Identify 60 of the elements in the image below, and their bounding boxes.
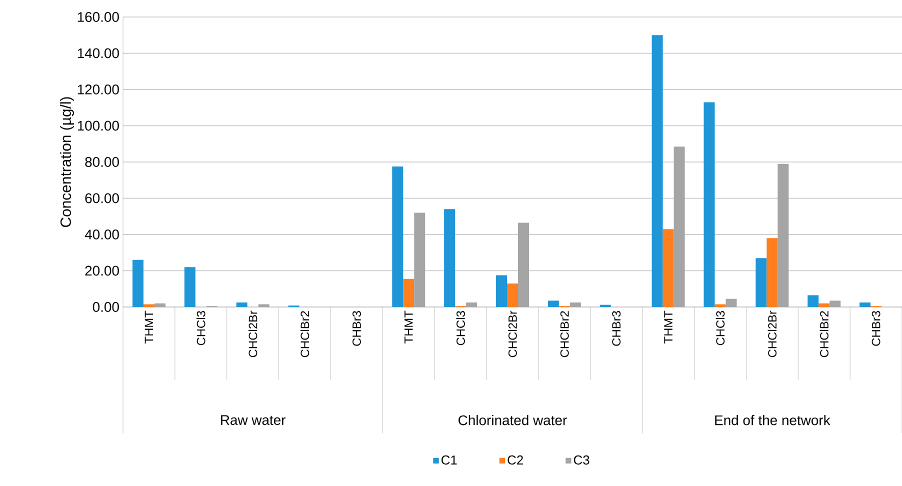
bar bbox=[414, 212, 426, 307]
x-tick-label: CHCl3 bbox=[716, 311, 725, 346]
x-tick-label: CHClBr2 bbox=[820, 311, 828, 358]
y-tick-label: 60.00 bbox=[85, 193, 119, 204]
bar bbox=[236, 302, 248, 307]
x-tick-label: THMT bbox=[144, 310, 154, 344]
y-tick-label: 20.00 bbox=[85, 266, 119, 276]
bar bbox=[184, 267, 196, 307]
bar bbox=[662, 229, 674, 307]
bar bbox=[466, 302, 478, 307]
bar bbox=[143, 304, 154, 307]
bar bbox=[392, 166, 404, 307]
x-tick-label: CHCl2Br bbox=[508, 310, 517, 358]
x-tick-label: CHBr3 bbox=[872, 311, 880, 346]
y-tick-label: 160.00 bbox=[78, 12, 119, 22]
bar bbox=[258, 304, 270, 307]
y-tick-label: 80.00 bbox=[85, 157, 119, 167]
bar bbox=[652, 35, 663, 307]
y-tick-label: 100.00 bbox=[78, 120, 119, 131]
bar bbox=[766, 238, 778, 307]
legend-label: C2 bbox=[508, 455, 523, 465]
bar bbox=[518, 222, 530, 307]
y-tick-label: 40.00 bbox=[84, 230, 119, 240]
x-tick-label: CHCl2Br bbox=[248, 310, 258, 358]
x-tick-label: CHCl3 bbox=[196, 311, 206, 346]
bar bbox=[714, 304, 726, 307]
bar bbox=[444, 209, 456, 307]
bar bbox=[808, 295, 819, 307]
bar bbox=[674, 146, 685, 307]
x-tick-label: THMT bbox=[664, 310, 672, 344]
bar bbox=[726, 298, 737, 307]
bar bbox=[860, 302, 871, 307]
x-tick-label: CHBr3 bbox=[612, 311, 621, 346]
x-tick-label: CHCl3 bbox=[456, 311, 465, 346]
y-tick-label: 140.00 bbox=[78, 48, 119, 58]
bar bbox=[403, 278, 414, 307]
legend-label: C1 bbox=[442, 455, 457, 465]
bar bbox=[756, 258, 767, 307]
bar bbox=[818, 303, 830, 307]
x-tick-label: CHBr3 bbox=[352, 311, 361, 346]
bar bbox=[830, 300, 841, 307]
x-tick-label: THMT bbox=[404, 310, 413, 344]
bar bbox=[507, 283, 518, 307]
x-tick-label: CHCl2Br bbox=[768, 310, 777, 358]
bar bbox=[132, 260, 144, 307]
x-tick-label: CHClBr2 bbox=[300, 311, 310, 358]
y-tick-label: 0.00 bbox=[92, 302, 119, 312]
bar bbox=[704, 102, 715, 307]
legend-label: C3 bbox=[574, 455, 590, 465]
y-tick-label: 120.00 bbox=[78, 84, 119, 94]
bar bbox=[154, 303, 166, 307]
bar bbox=[570, 302, 581, 307]
text: Raw water bbox=[221, 415, 286, 425]
y-axis-title: Concentration (µg/l) bbox=[60, 97, 74, 228]
text: Chlorinated water bbox=[458, 414, 567, 426]
text: End of the network bbox=[715, 414, 830, 426]
bar bbox=[778, 164, 789, 307]
x-tick-label: CHClBr2 bbox=[560, 311, 569, 358]
bar bbox=[496, 275, 508, 307]
bar bbox=[548, 300, 559, 307]
